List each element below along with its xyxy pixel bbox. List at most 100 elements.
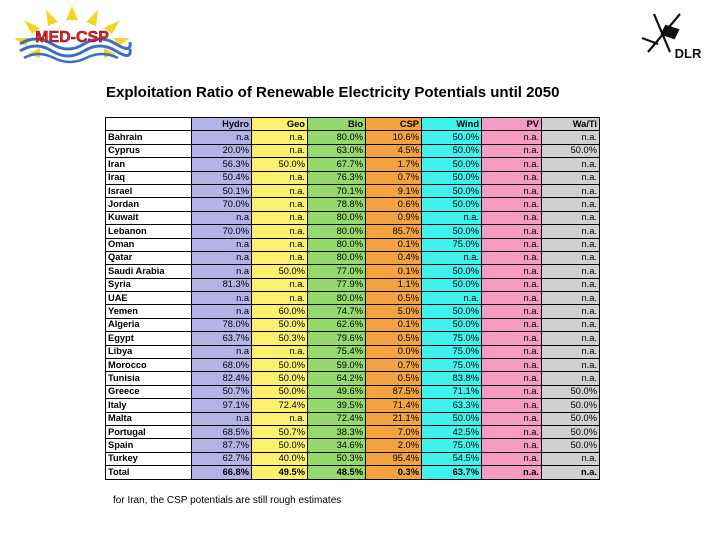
table-row: Algeria 78.0% 50.0% 62.6% 0.1% 50.0% n.a. n.a. (105, 317, 600, 333)
cell-geo: n.a. (251, 277, 308, 293)
cell-geo: n.a. (251, 291, 308, 306)
cell-bio: 80.0% (307, 237, 366, 252)
cell-pv: n.a. (481, 384, 542, 400)
cell-country: Iraq (105, 170, 192, 185)
cell-bio: 80.0% (307, 130, 366, 145)
cell-wind: n.a. (421, 250, 482, 266)
cell-bio: 78.8% (307, 197, 366, 212)
cell-geo: n.a. (251, 183, 308, 199)
cell-hydro: 68.0% (191, 358, 252, 373)
cell-bio: 72.4% (307, 411, 366, 426)
page-title: Exploitation Ratio of Renewable Electric… (106, 84, 560, 101)
cell-wati: n.a. (541, 331, 600, 346)
cell-geo: n.a. (251, 411, 308, 426)
waves-icon (19, 37, 132, 64)
table-row: Tunisia 82.4% 50.0% 64.2% 0.5% 83.8% n.a. n.a. (105, 371, 600, 386)
cell-wati: n.a. (541, 197, 600, 212)
cell-country: Saudi Arabia (105, 264, 192, 279)
cell-geo: n.a. (251, 210, 308, 226)
table-row: Qatar n.a n.a. 80.0% 0.4% n.a. n.a. n.a. (105, 250, 600, 266)
med-csp-logo: MED-CSP (14, 6, 132, 64)
cell-hydro: n.a (191, 411, 252, 426)
cell-country: Morocco (105, 358, 192, 373)
cell-bio: 80.0% (307, 224, 366, 239)
cell-wind: 75.0% (421, 344, 482, 360)
cell-csp: 0.0% (365, 344, 422, 360)
cell-bio: 67.7% (307, 157, 366, 172)
table-row: Malta n.a n.a. 72.4% 21.1% 50.0% n.a. 50.0% (105, 411, 600, 426)
cell-wind: n.a. (421, 210, 482, 226)
cell-csp: 85.7% (365, 224, 422, 239)
cell-csp: 0.5% (365, 371, 422, 386)
cell-hydro: 50.1% (191, 183, 252, 199)
cell-pv: n.a. (481, 424, 542, 440)
cell-wind: 71.1% (421, 384, 482, 400)
cell-csp: 0.5% (365, 291, 422, 306)
header-pv: PV (481, 116, 542, 132)
cell-country: Turkey (105, 451, 192, 467)
cell-bio: 50.3% (307, 451, 366, 467)
cell-geo: n.a. (251, 237, 308, 252)
table-row: Kuwait n.a n.a. 80.0% 0.9% n.a. n.a. n.a. (105, 210, 600, 226)
cell-wati: n.a. (541, 170, 600, 185)
cell-wind: 50.0% (421, 143, 482, 159)
table-row: Oman n.a n.a. 80.0% 0.1% 75.0% n.a. n.a. (105, 237, 600, 252)
cell-wati: n.a. (541, 277, 600, 293)
cell-wati: n.a. (541, 157, 600, 172)
cell-hydro: 97.1% (191, 398, 252, 413)
cell-pv: n.a. (481, 344, 542, 360)
cell-wati: n.a. (541, 264, 600, 279)
table-row: Portugal 68.5% 50.7% 38.3% 7.0% 42.5% n.a. 50.0… (105, 424, 600, 440)
cell-bio: 70.1% (307, 183, 366, 199)
cell-wati: 50.0% (541, 438, 600, 453)
cell-bio: 38.3% (307, 424, 366, 440)
cell-country: Cyprus (105, 143, 192, 159)
cell-country: Jordan (105, 197, 192, 212)
table-row: Greece 50.7% 50.0% 49.6% 87.5% 71.1% n.a. 50.0% (105, 384, 600, 400)
cell-hydro: 63.7% (191, 331, 252, 346)
header-cell (105, 116, 192, 132)
table-row: Saudi Arabia n.a 50.0% 77.0% 0.1% 50.0% n.a. n.… (105, 264, 600, 279)
cell-csp: 1.7% (365, 157, 422, 172)
cell-wati: 50.0% (541, 411, 600, 426)
cell-country: Portugal (105, 424, 192, 440)
cell-bio: 76.3% (307, 170, 366, 185)
cell-country: Kuwait (105, 210, 192, 226)
cell-bio: 62.6% (307, 317, 366, 333)
cell-hydro: n.a (191, 291, 252, 306)
cell-geo: 50.7% (251, 424, 308, 440)
cell-bio: 77.9% (307, 277, 366, 293)
cell-wind: 50.0% (421, 130, 482, 145)
cell-csp: 0.4% (365, 250, 422, 266)
table-row: Spain 87.7% 50.0% 34.6% 2.0% 75.0% n.a. 50.0% (105, 438, 600, 453)
total-geo: 49.5% (251, 465, 308, 480)
cell-hydro: n.a (191, 304, 252, 319)
table-row: Egypt 63.7% 50.3% 79.6% 0.5% 75.0% n.a. n.a. (105, 331, 600, 346)
cell-hydro: 50.7% (191, 384, 252, 400)
cell-wind: 63.3% (421, 398, 482, 413)
cell-wind: 50.0% (421, 304, 482, 319)
cell-pv: n.a. (481, 317, 542, 333)
cell-wati: n.a. (541, 451, 600, 467)
total-wind: 63.7% (421, 465, 482, 480)
cell-wati: n.a. (541, 237, 600, 252)
cell-csp: 0.1% (365, 237, 422, 252)
cell-country: Lebanon (105, 224, 192, 239)
footnote: for Iran, the CSP potentials are still r… (113, 495, 342, 506)
cell-geo: 50.0% (251, 371, 308, 386)
cell-pv: n.a. (481, 371, 542, 386)
table-row: Syria 81.3% n.a. 77.9% 1.1% 50.0% n.a. n.a. (105, 277, 600, 293)
cell-pv: n.a. (481, 358, 542, 373)
cell-hydro: 81.3% (191, 277, 252, 293)
cell-pv: n.a. (481, 304, 542, 319)
total-csp: 0.3% (365, 465, 422, 480)
table-row: Morocco 68.0% 50.0% 59.0% 0.7% 75.0% n.a. n.a. (105, 358, 600, 373)
table-row: Yemen n.a 60.0% 74.7% 5.0% 50.0% n.a. n.a. (105, 304, 600, 319)
cell-hydro: 62.7% (191, 451, 252, 467)
cell-hydro: n.a (191, 264, 252, 279)
table-row: UAE n.a n.a. 80.0% 0.5% n.a. n.a. n.a. (105, 291, 600, 306)
cell-country: Malta (105, 411, 192, 426)
cell-csp: 10.6% (365, 130, 422, 145)
table-row: Turkey 62.7% 40.0% 50.3% 95.4% 54.5% n.a. n.a. (105, 451, 600, 467)
cell-geo: 40.0% (251, 451, 308, 467)
